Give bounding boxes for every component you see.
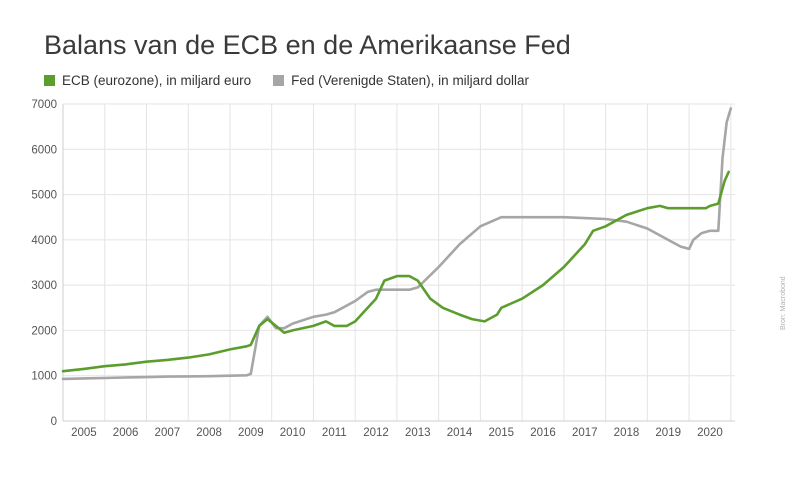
series-line-ecb — [61, 170, 731, 373]
x-tick-label: 2005 — [71, 427, 97, 439]
legend-item-ecb: ECB (eurozone), in miljard euro — [44, 73, 251, 88]
y-tick-label: 7000 — [31, 99, 57, 111]
legend-swatch-ecb — [44, 75, 55, 86]
legend-label-ecb: ECB (eurozone), in miljard euro — [62, 73, 252, 88]
y-tick-label: 5000 — [31, 190, 57, 202]
x-tick-label: 2012 — [363, 427, 389, 439]
x-tick-label: 2020 — [697, 427, 723, 439]
legend-swatch-fed — [273, 75, 285, 86]
x-tick-label: 2009 — [238, 427, 264, 439]
legend-label-fed: Fed (Verenigde Staten), in miljard dolla… — [291, 73, 529, 88]
chart-legend: ECB (eurozone), in miljard euro Fed (Ver… — [44, 73, 529, 88]
x-tick-label: 2017 — [572, 427, 598, 439]
series-line-fed — [61, 107, 733, 381]
x-tick-label: 2006 — [113, 427, 139, 439]
y-tick-label: 6000 — [31, 144, 57, 156]
x-tick-label: 2013 — [405, 427, 431, 439]
chart-title: Balans van de ECB en de Amerikaanse Fed — [44, 30, 571, 60]
y-tick-label: 4000 — [31, 235, 57, 247]
x-tick-label: 2008 — [196, 427, 222, 439]
x-tick-label: 2018 — [614, 427, 640, 439]
y-tick-label: 0 — [51, 416, 57, 428]
x-tick-label: 2011 — [322, 427, 347, 439]
legend-item-fed: Fed (Verenigde Staten), in miljard dolla… — [273, 73, 529, 88]
x-tick-label: 2019 — [655, 427, 681, 439]
x-tick-label: 2016 — [530, 427, 556, 439]
x-tick-label: 2007 — [155, 427, 181, 439]
x-tick-label: 2015 — [488, 427, 514, 439]
y-tick-label: 1000 — [31, 371, 57, 383]
y-tick-label: 3000 — [31, 280, 57, 292]
y-tick-label: 2000 — [31, 325, 57, 337]
source-note: Bron: Macrobond — [780, 276, 787, 330]
x-tick-label: 2010 — [280, 427, 306, 439]
x-tick-label: 2014 — [447, 427, 473, 439]
